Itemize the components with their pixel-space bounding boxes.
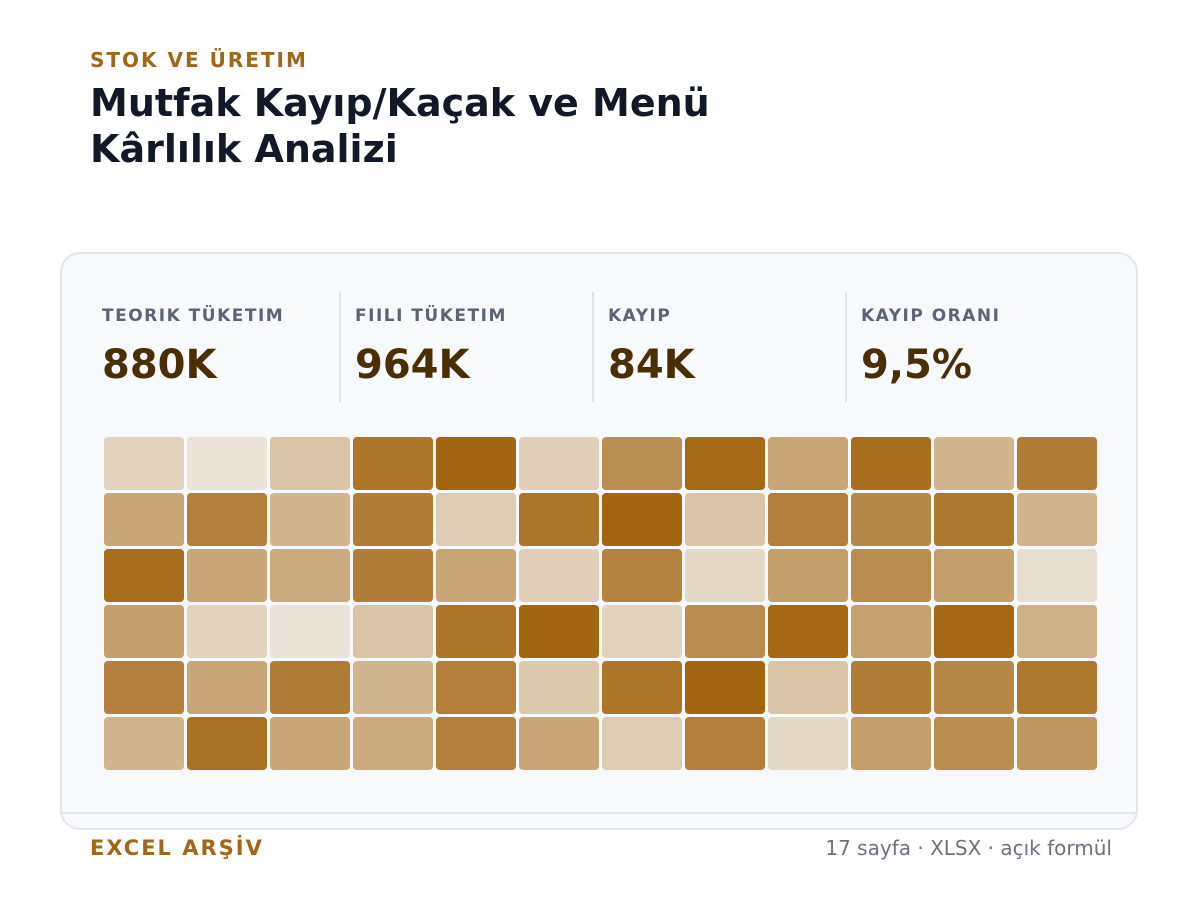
heatmap-cell [934,605,1014,658]
title-line-1: Mutfak Kayıp/Kaçak ve Menü [90,81,710,125]
heatmap-cell [270,605,350,658]
heatmap-cell [851,605,931,658]
stat-theoretical-consumption: TEORIK TÜKETIM 880K [102,292,339,402]
heatmap-grid [104,437,1100,770]
footer-brand: EXCEL ARŞİV [90,836,264,860]
heatmap-cell [768,493,848,546]
heatmap-cell [934,661,1014,714]
heatmap-cell [768,437,848,490]
heatmap-cell [270,717,350,770]
heatmap-cell [685,549,765,602]
heatmap-cell [353,661,433,714]
heatmap-cell [187,549,267,602]
stat-loss-rate: KAYIP ORANI 9,5% [845,292,1098,402]
heatmap-cell [104,437,184,490]
heatmap-cell [602,661,682,714]
heatmap-cell [436,437,516,490]
heatmap-cell [519,661,599,714]
heatmap-cell [353,493,433,546]
heatmap-cell [270,661,350,714]
heatmap-cell [519,605,599,658]
heatmap-cell [104,717,184,770]
footer-file-info: 17 sayfa · XLSX · açık formül [825,836,1112,860]
stat-actual-consumption: FIILI TÜKETIM 964K [339,292,592,402]
heatmap-cell [436,717,516,770]
heatmap-cell [1017,661,1097,714]
heatmap-cell [934,493,1014,546]
heatmap-cell [436,493,516,546]
heatmap-cell [519,549,599,602]
stat-value: 84K [608,342,695,388]
heatmap-cell [270,549,350,602]
heatmap-cell [1017,717,1097,770]
heatmap-cell [768,549,848,602]
heatmap-cell [934,549,1014,602]
heatmap-cell [187,605,267,658]
heatmap-cell [187,661,267,714]
heatmap-cell [436,549,516,602]
stats-row: TEORIK TÜKETIM 880K FIILI TÜKETIM 964K K… [102,292,1098,402]
summary-card: TEORIK TÜKETIM 880K FIILI TÜKETIM 964K K… [60,252,1138,830]
heatmap-cell [685,661,765,714]
heatmap-cell [519,437,599,490]
stat-value: 964K [355,342,470,388]
heatmap-cell [353,717,433,770]
heatmap-cell [270,437,350,490]
heatmap-cell [851,437,931,490]
heatmap-cell [353,437,433,490]
heatmap-cell [685,493,765,546]
heatmap-cell [768,605,848,658]
heatmap-cell [602,549,682,602]
stat-label: FIILI TÜKETIM [355,306,507,326]
heatmap-cell [353,605,433,658]
card-divider [62,812,1136,814]
stat-loss: KAYIP 84K [592,292,845,402]
heatmap-cell [1017,549,1097,602]
heatmap-cell [934,717,1014,770]
heatmap-cell [851,661,931,714]
heatmap-cell [1017,493,1097,546]
heatmap-cell [685,717,765,770]
heatmap-cell [851,493,931,546]
heatmap-cell [187,437,267,490]
heatmap-cell [851,717,931,770]
stat-label: KAYIP [608,306,672,326]
heatmap-cell [602,605,682,658]
stat-value: 9,5% [861,342,972,388]
title-line-2: Kârlılık Analizi [90,127,398,171]
heatmap-cell [685,605,765,658]
heatmap-cell [934,437,1014,490]
heatmap-cell [270,493,350,546]
heatmap-cell [104,605,184,658]
heatmap-cell [104,661,184,714]
stat-label: KAYIP ORANI [861,306,1001,326]
heatmap-cell [436,605,516,658]
heatmap-cell [685,437,765,490]
heatmap-cell [187,493,267,546]
heatmap-cell [187,717,267,770]
heatmap-cell [768,717,848,770]
heatmap-cell [519,493,599,546]
heatmap-cell [353,549,433,602]
heatmap-cell [1017,605,1097,658]
heatmap-cell [602,717,682,770]
category-label: STOK VE ÜRETIM [90,48,308,72]
heatmap-cell [436,661,516,714]
heatmap-cell [602,437,682,490]
page-title: Mutfak Kayıp/Kaçak ve Menü Kârlılık Anal… [90,80,790,172]
stat-value: 880K [102,342,217,388]
heatmap-cell [104,493,184,546]
heatmap-cell [519,717,599,770]
heatmap-cell [851,549,931,602]
stat-label: TEORIK TÜKETIM [102,306,285,326]
heatmap-cell [768,661,848,714]
heatmap-cell [1017,437,1097,490]
heatmap-cell [104,549,184,602]
heatmap-cell [602,493,682,546]
